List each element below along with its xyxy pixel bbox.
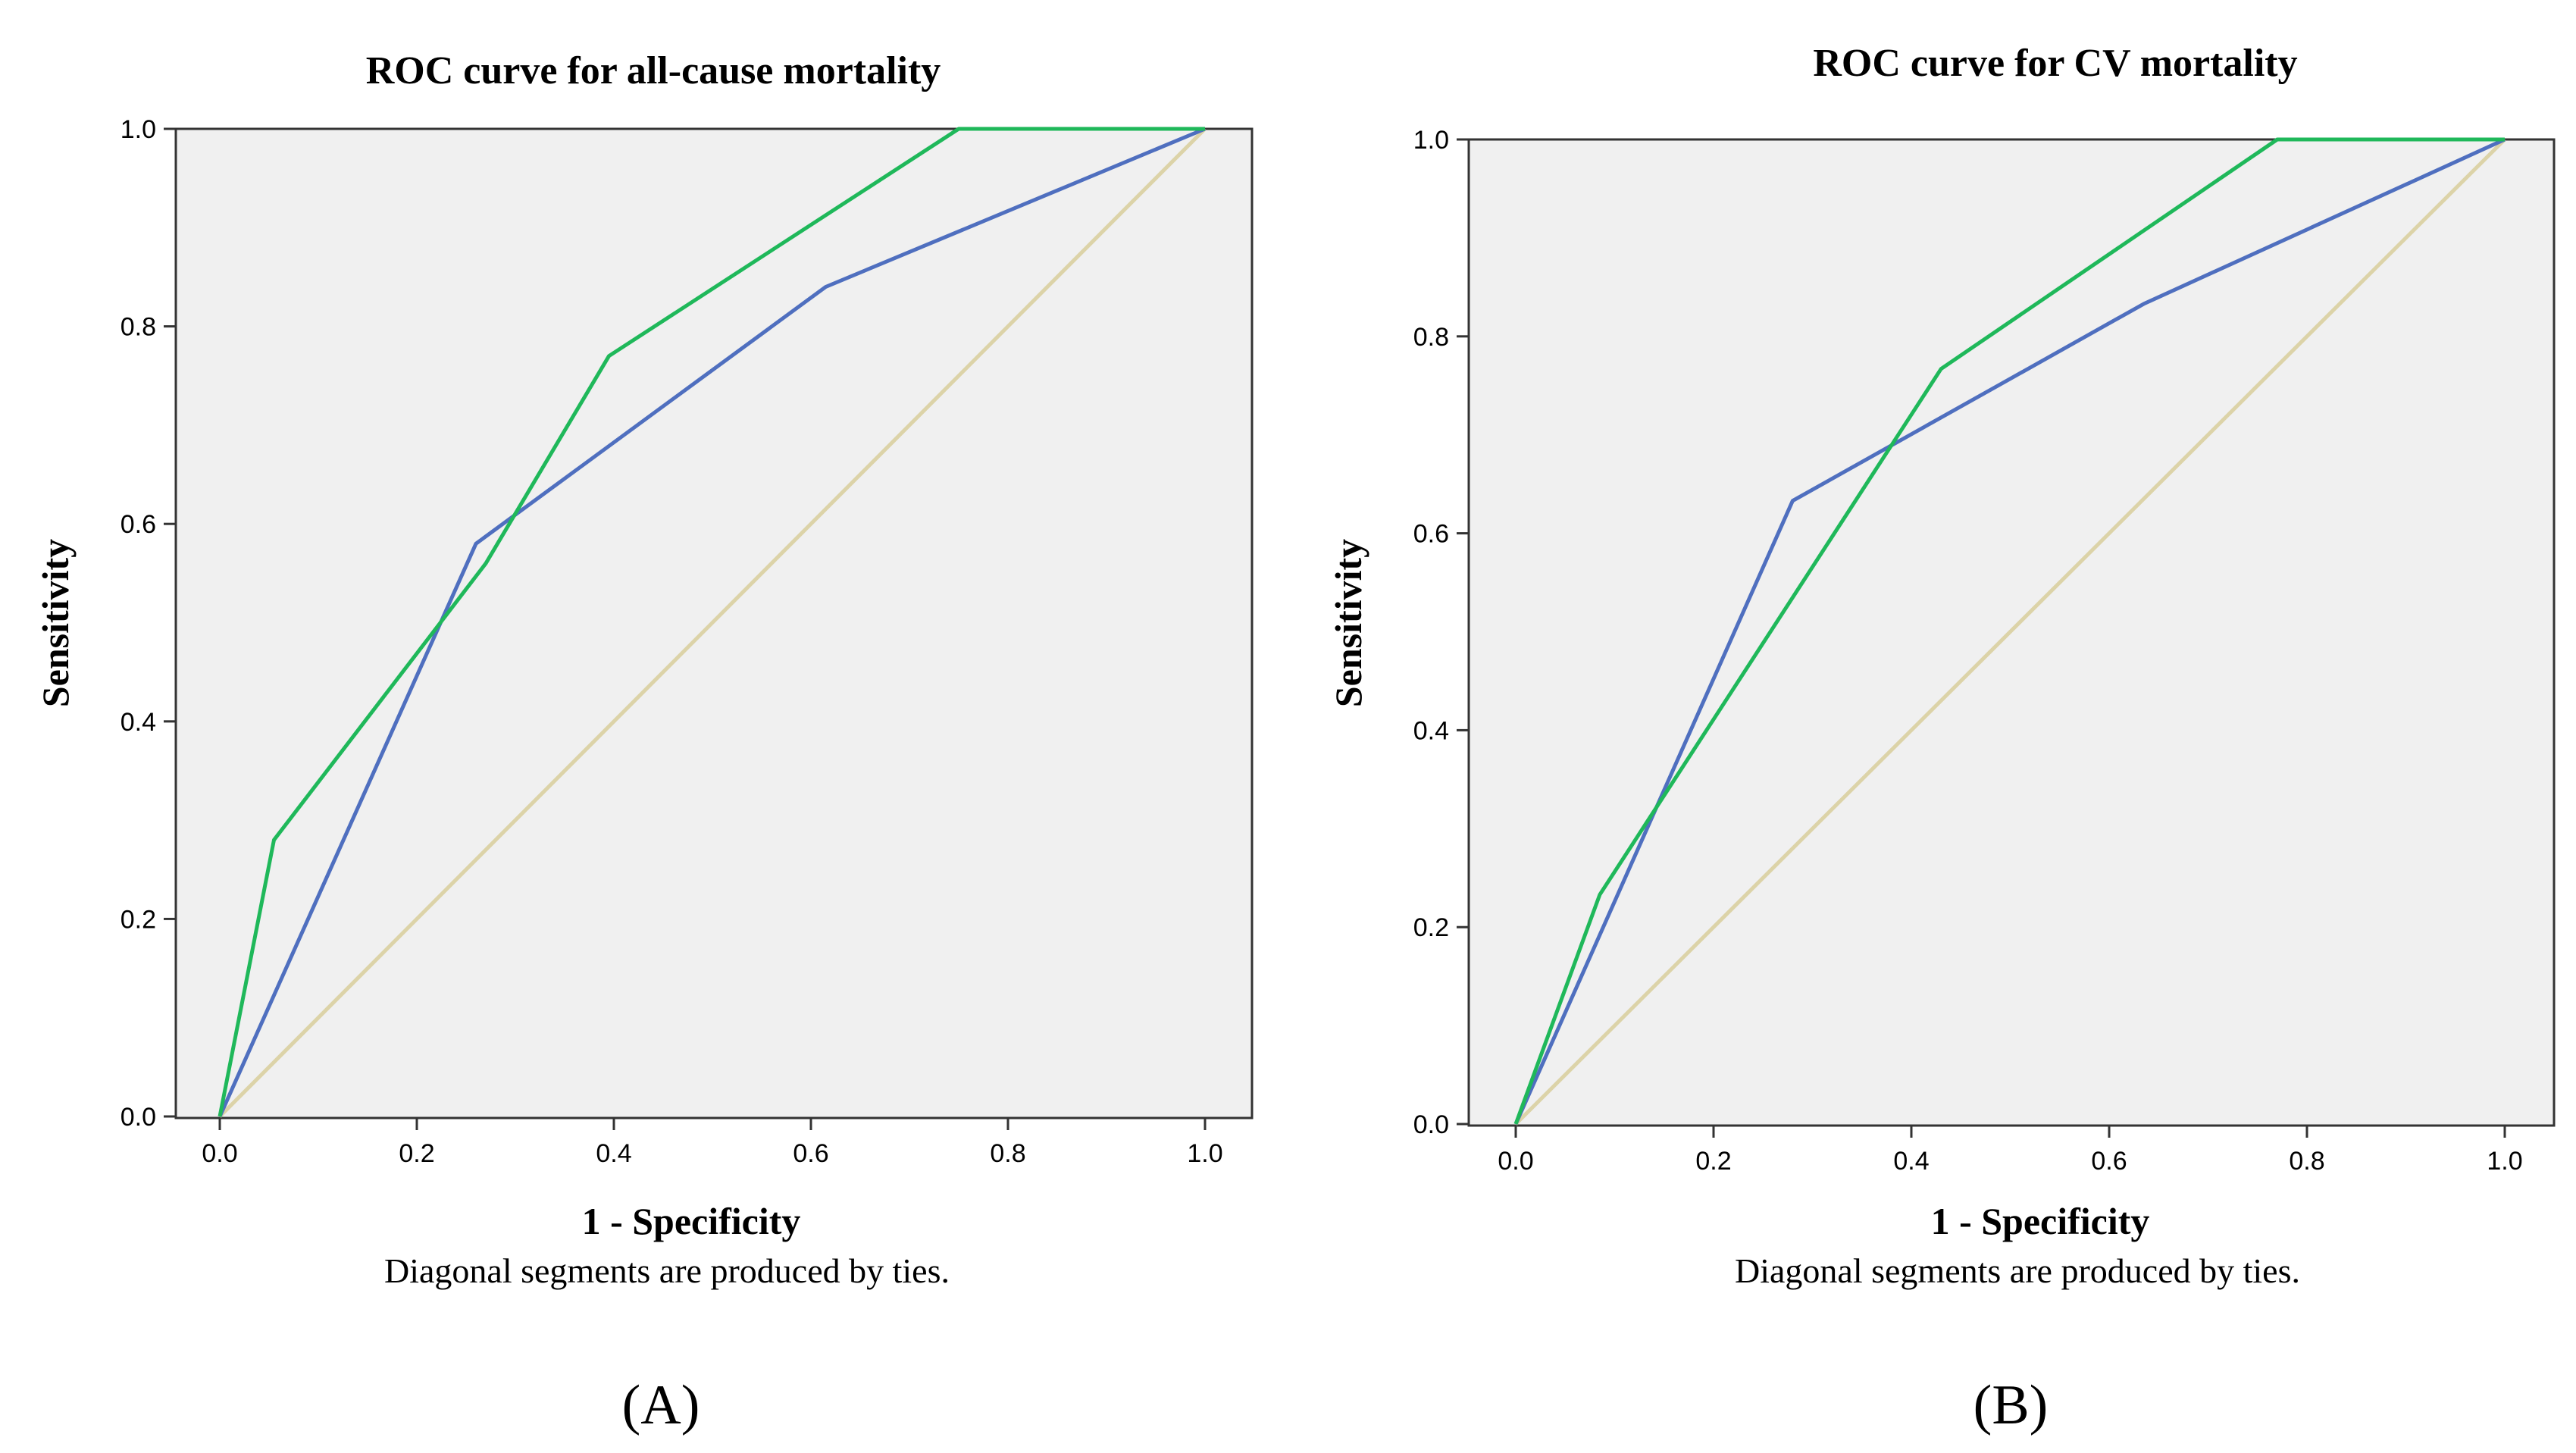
chart-b-ylabel: Sensitivity bbox=[1327, 539, 1369, 707]
chart-b-y-axis: 0.0 0.2 0.4 0.6 0.8 1.0 bbox=[1413, 126, 1469, 1139]
panel-label-b-text: (B) bbox=[1973, 1374, 2049, 1436]
chart-a-xtick-label: 0.4 bbox=[596, 1139, 631, 1168]
chart-a-xtick-label: 0.8 bbox=[990, 1139, 1025, 1168]
chart-a: ROC curve for all-cause mortality 0.0 0.2… bbox=[34, 49, 1254, 1290]
chart-a-y-axis: 0.0 0.2 0.4 0.6 0.8 1.0 bbox=[121, 115, 176, 1132]
chart-b-ytick-label: 0.2 bbox=[1413, 913, 1449, 942]
chart-b-xtick-label: 0.8 bbox=[2289, 1147, 2324, 1176]
chart-a-ylabel: Sensitivity bbox=[34, 539, 77, 707]
chart-b-series-green bbox=[1513, 137, 2505, 1125]
panel-label-a-text: (A) bbox=[622, 1374, 700, 1436]
chart-b-x-axis: 0.0 0.2 0.4 0.6 0.8 1.0 bbox=[1498, 1126, 2523, 1176]
chart-b: ROC curve for CV mortality 0.0 0.2 0.4 0.6 0… bbox=[1327, 42, 2556, 1290]
chart-a-ytick-label: 1.0 bbox=[121, 115, 156, 144]
chart-b-series-reference bbox=[1514, 138, 2506, 1126]
chart-a-ytick-label: 0.8 bbox=[121, 313, 156, 342]
chart-b-ytick-label: 0.0 bbox=[1413, 1110, 1449, 1139]
chart-b-title: ROC curve for CV mortality bbox=[1813, 42, 2297, 85]
panel-label-a: (A) bbox=[622, 1374, 700, 1436]
chart-a-series-blue bbox=[218, 127, 1206, 1118]
chart-a-ytick-label: 0.4 bbox=[121, 708, 156, 737]
chart-b-xtick-label: 1.0 bbox=[2487, 1147, 2522, 1176]
chart-b-series bbox=[1513, 137, 2506, 1126]
panel-label-b: (B) bbox=[1973, 1374, 2049, 1436]
chart-a-ytick-label: 0.0 bbox=[121, 1103, 156, 1132]
chart-b-note: Diagonal segments are produced by ties. bbox=[1735, 1251, 2300, 1290]
chart-b-ytick-label: 0.8 bbox=[1413, 323, 1449, 352]
chart-a-xlabel: 1 - Specificity bbox=[582, 1200, 801, 1242]
chart-b-xtick-label: 0.4 bbox=[1893, 1147, 1929, 1176]
chart-b-ytick-label: 1.0 bbox=[1413, 126, 1449, 155]
chart-b-xtick-label: 0.6 bbox=[2091, 1147, 2127, 1176]
chart-a-ytick-label: 0.2 bbox=[121, 905, 156, 934]
chart-b-xtick-label: 0.0 bbox=[1498, 1147, 1533, 1176]
chart-b-ytick-label: 0.4 bbox=[1413, 716, 1449, 745]
chart-b-xtick-label: 0.2 bbox=[1695, 1147, 1731, 1176]
chart-a-series bbox=[218, 127, 1207, 1118]
chart-a-xtick-label: 1.0 bbox=[1187, 1139, 1222, 1168]
chart-a-x-axis: 0.0 0.2 0.4 0.6 0.8 1.0 bbox=[202, 1118, 1223, 1168]
chart-a-xtick-label: 0.0 bbox=[202, 1139, 237, 1168]
chart-b-xlabel: 1 - Specificity bbox=[1931, 1200, 2150, 1242]
chart-a-title: ROC curve for all-cause mortality bbox=[366, 49, 941, 92]
chart-a-ytick-label: 0.6 bbox=[121, 510, 156, 539]
chart-a-note: Diagonal segments are produced by ties. bbox=[384, 1251, 950, 1290]
chart-a-xtick-label: 0.2 bbox=[399, 1139, 434, 1168]
chart-a-series-green bbox=[218, 127, 1205, 1117]
chart-a-xtick-label: 0.6 bbox=[793, 1139, 828, 1168]
chart-a-series-reference bbox=[218, 127, 1207, 1118]
chart-b-ytick-label: 0.6 bbox=[1413, 520, 1449, 549]
